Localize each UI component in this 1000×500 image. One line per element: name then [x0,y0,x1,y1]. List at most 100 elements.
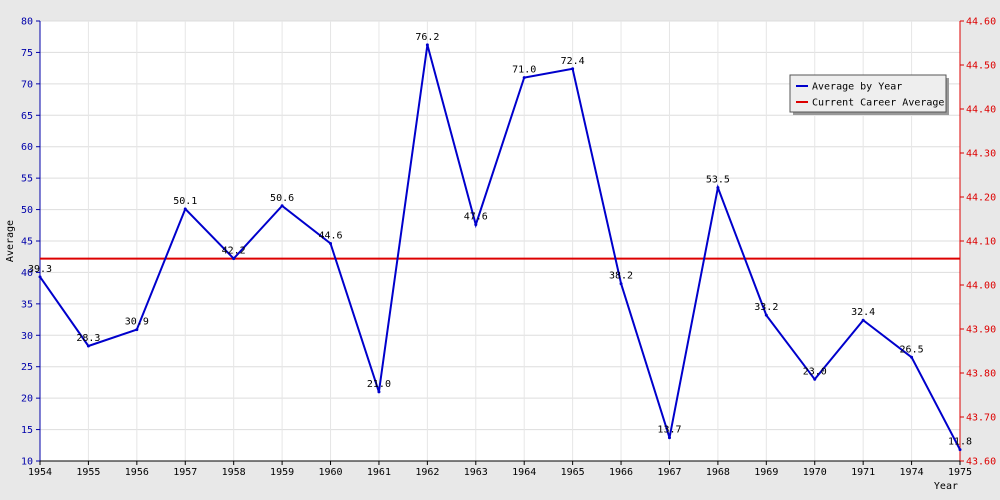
data-label: 32.4 [851,307,875,318]
data-point [135,328,139,332]
data-label: 11.8 [948,437,972,448]
data-label: 23.0 [803,366,827,377]
data-label: 44.6 [318,231,342,242]
right-tick-label: 44.50 [966,61,996,72]
left-tick-label: 75 [21,48,33,59]
grid-lines [40,20,960,462]
x-tick-label: 1961 [367,467,391,478]
data-point [86,344,90,348]
x-tick-label: 1969 [754,467,778,478]
data-label: 28.3 [76,333,100,344]
x-axis-label: Year [934,481,958,492]
left-tick-label: 35 [21,299,33,310]
data-point [183,207,187,211]
data-point [329,242,333,246]
data-label: 39.3 [28,264,52,275]
legend: Average by Year Current Career Average [789,74,949,115]
right-tick-label: 44.10 [966,237,996,248]
right-tick-label: 43.80 [966,369,996,380]
x-tick-label: 1975 [948,467,972,478]
left-tick-label: 50 [21,205,33,216]
data-label: 33.2 [754,302,778,313]
x-tick-label: 1974 [900,467,924,478]
x-tick-label: 1967 [657,467,681,478]
x-tick-label: 1960 [318,467,342,478]
right-tick-label: 44.40 [966,105,996,116]
data-label: 53.5 [706,175,730,186]
data-label: 13.7 [657,425,681,436]
left-tick-label: 30 [21,331,33,342]
x-tick-label: 1965 [561,467,585,478]
data-point [958,448,962,452]
right-tick-label: 44.30 [966,149,996,160]
left-tick-label: 55 [21,174,33,185]
x-tick-label: 1957 [173,467,197,478]
data-label: 50.6 [270,193,294,204]
data-point [764,313,768,317]
left-tick-label: 25 [21,362,33,373]
data-label: 30.9 [125,317,149,328]
legend-box [789,74,947,113]
x-tick-label: 1955 [76,467,100,478]
x-tick-label: 1966 [609,467,633,478]
left-tick-label: 65 [21,111,33,122]
right-tick-label: 44.00 [966,281,996,292]
data-label: 72.4 [561,56,585,67]
left-tick-label: 70 [21,79,33,90]
x-tick-label: 1954 [28,467,52,478]
left-tick-label: 40 [21,268,33,279]
x-tick-label: 1959 [270,467,294,478]
data-point [232,257,236,261]
left-tick-label: 10 [21,457,33,468]
data-label: 21.0 [367,379,391,390]
data-point [667,436,671,440]
data-point [522,76,526,80]
data-labels: 39.3 28.3 30.9 50.1 42.2 50.6 44.6 21.0 76.2 47.6… [28,32,972,448]
left-tick-label: 60 [21,142,33,153]
data-label: 26.5 [900,344,924,355]
right-tick-label: 43.60 [966,457,996,468]
data-point [425,43,429,47]
data-point [474,223,478,227]
data-point [861,318,865,322]
left-tick-label: 15 [21,425,33,436]
data-label: 50.1 [173,196,197,207]
data-label: 38.2 [609,271,633,282]
data-point [619,282,623,286]
data-point [38,275,42,279]
x-tick-label: 1958 [222,467,246,478]
x-tick-label: 1971 [851,467,875,478]
data-point [377,390,381,394]
series-average-by-year-line [39,44,961,451]
x-tick-label: 1963 [464,467,488,478]
x-tick-label: 1968 [706,467,730,478]
data-point [280,204,284,208]
data-point [716,186,720,190]
left-tick-label: 45 [21,237,33,248]
right-tick-label: 44.20 [966,193,996,204]
series-layer [38,43,962,452]
data-point [571,67,575,71]
right-tick-label: 43.90 [966,325,996,336]
x-axis-ticks: 1954 1955 1956 1957 1958 1959 1960 1961 1962 1963… [28,461,972,478]
right-axis-ticks: 43.60 43.70 43.80 43.90 44.00 44.10 44.20 44.30… [960,17,996,468]
x-tick-label: 1970 [803,467,827,478]
data-label: 71.0 [512,65,536,76]
right-tick-label: 44.60 [966,17,996,28]
x-tick-label: 1962 [415,467,439,478]
left-tick-label: 80 [21,17,33,28]
data-label: 47.6 [464,212,488,223]
legend-label-current-career-average: Current Career Average [812,98,944,109]
data-label: 76.2 [415,32,439,43]
x-tick-label: 1956 [125,467,149,478]
data-label: 42.2 [222,246,246,257]
legend-label-average-by-year: Average by Year [812,82,902,93]
left-tick-label: 20 [21,394,33,405]
data-point [910,355,914,359]
right-tick-label: 43.70 [966,413,996,424]
x-tick-label: 1964 [512,467,536,478]
data-point [813,377,817,381]
y-axis-label: Average [5,220,16,262]
